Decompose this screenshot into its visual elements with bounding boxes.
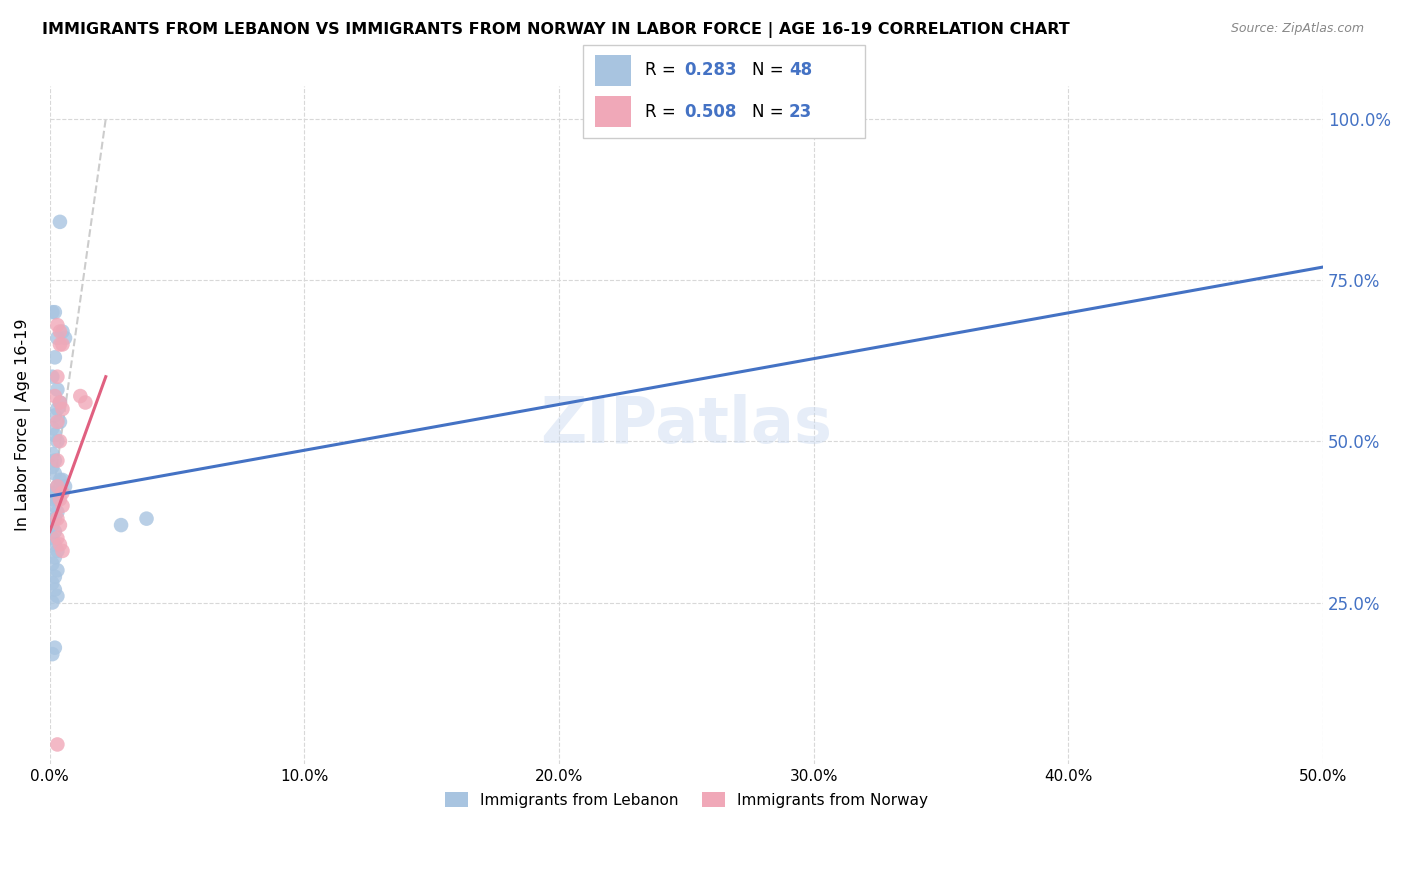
Point bbox=[49, 492, 72, 507]
Point bbox=[41, 369, 63, 384]
Point bbox=[44, 427, 66, 442]
Point bbox=[49, 325, 72, 339]
Point bbox=[44, 499, 66, 513]
Point bbox=[49, 518, 72, 533]
Text: ZIPatlas: ZIPatlas bbox=[540, 394, 832, 456]
Point bbox=[49, 473, 72, 487]
Point bbox=[41, 492, 63, 507]
Point bbox=[46, 589, 69, 603]
Text: 48: 48 bbox=[789, 62, 811, 79]
Point bbox=[49, 215, 72, 229]
Point bbox=[44, 467, 66, 481]
Point bbox=[69, 389, 91, 403]
FancyBboxPatch shape bbox=[595, 55, 631, 86]
Point bbox=[46, 434, 69, 449]
Point bbox=[53, 479, 76, 493]
Point bbox=[49, 537, 72, 551]
Point bbox=[46, 453, 69, 467]
Point bbox=[44, 570, 66, 584]
Point bbox=[49, 395, 72, 409]
Point bbox=[110, 518, 132, 533]
Point bbox=[51, 544, 73, 558]
Text: R =: R = bbox=[645, 103, 682, 120]
Point bbox=[44, 486, 66, 500]
Point bbox=[44, 351, 66, 365]
Point bbox=[41, 421, 63, 435]
Point bbox=[41, 595, 63, 609]
Text: 0.508: 0.508 bbox=[685, 103, 737, 120]
Point bbox=[49, 395, 72, 409]
Text: N =: N = bbox=[752, 62, 789, 79]
Point bbox=[46, 369, 69, 384]
Point bbox=[41, 460, 63, 475]
Point bbox=[44, 524, 66, 539]
Point bbox=[46, 479, 69, 493]
Point bbox=[46, 479, 69, 493]
Legend: Immigrants from Lebanon, Immigrants from Norway: Immigrants from Lebanon, Immigrants from… bbox=[439, 786, 934, 814]
Point bbox=[51, 473, 73, 487]
Point bbox=[44, 511, 66, 525]
Point bbox=[51, 401, 73, 416]
Point bbox=[46, 318, 69, 332]
Point bbox=[51, 337, 73, 351]
Point bbox=[44, 640, 66, 655]
Point bbox=[46, 505, 69, 519]
Point bbox=[44, 409, 66, 423]
Point bbox=[41, 447, 63, 461]
Point bbox=[41, 531, 63, 545]
Y-axis label: In Labor Force | Age 16-19: In Labor Force | Age 16-19 bbox=[15, 318, 31, 532]
Point bbox=[44, 453, 66, 467]
Point bbox=[46, 415, 69, 429]
Point bbox=[41, 305, 63, 319]
Point bbox=[51, 325, 73, 339]
Point bbox=[46, 492, 69, 507]
Point bbox=[46, 531, 69, 545]
Point bbox=[49, 415, 72, 429]
Point bbox=[46, 401, 69, 416]
Point bbox=[46, 511, 69, 525]
Point bbox=[46, 544, 69, 558]
Text: 23: 23 bbox=[789, 103, 813, 120]
Point bbox=[41, 576, 63, 591]
Point bbox=[41, 518, 63, 533]
Point bbox=[46, 738, 69, 752]
Text: 0.283: 0.283 bbox=[685, 62, 737, 79]
Point bbox=[53, 331, 76, 345]
Point bbox=[51, 486, 73, 500]
FancyBboxPatch shape bbox=[595, 96, 631, 127]
Point bbox=[46, 331, 69, 345]
Point bbox=[44, 550, 66, 565]
Point bbox=[41, 486, 63, 500]
FancyBboxPatch shape bbox=[583, 45, 865, 138]
Point bbox=[49, 337, 72, 351]
Point bbox=[46, 383, 69, 397]
Text: R =: R = bbox=[645, 62, 682, 79]
Point bbox=[46, 563, 69, 577]
Text: N =: N = bbox=[752, 103, 789, 120]
Text: Source: ZipAtlas.com: Source: ZipAtlas.com bbox=[1230, 22, 1364, 36]
Point bbox=[44, 582, 66, 597]
Point bbox=[135, 511, 157, 525]
Point bbox=[44, 389, 66, 403]
Point bbox=[49, 434, 72, 449]
Text: IMMIGRANTS FROM LEBANON VS IMMIGRANTS FROM NORWAY IN LABOR FORCE | AGE 16-19 COR: IMMIGRANTS FROM LEBANON VS IMMIGRANTS FR… bbox=[42, 22, 1070, 38]
Point bbox=[41, 557, 63, 571]
Point bbox=[51, 499, 73, 513]
Point bbox=[41, 647, 63, 661]
Point bbox=[44, 305, 66, 319]
Point bbox=[44, 537, 66, 551]
Point bbox=[75, 395, 97, 409]
